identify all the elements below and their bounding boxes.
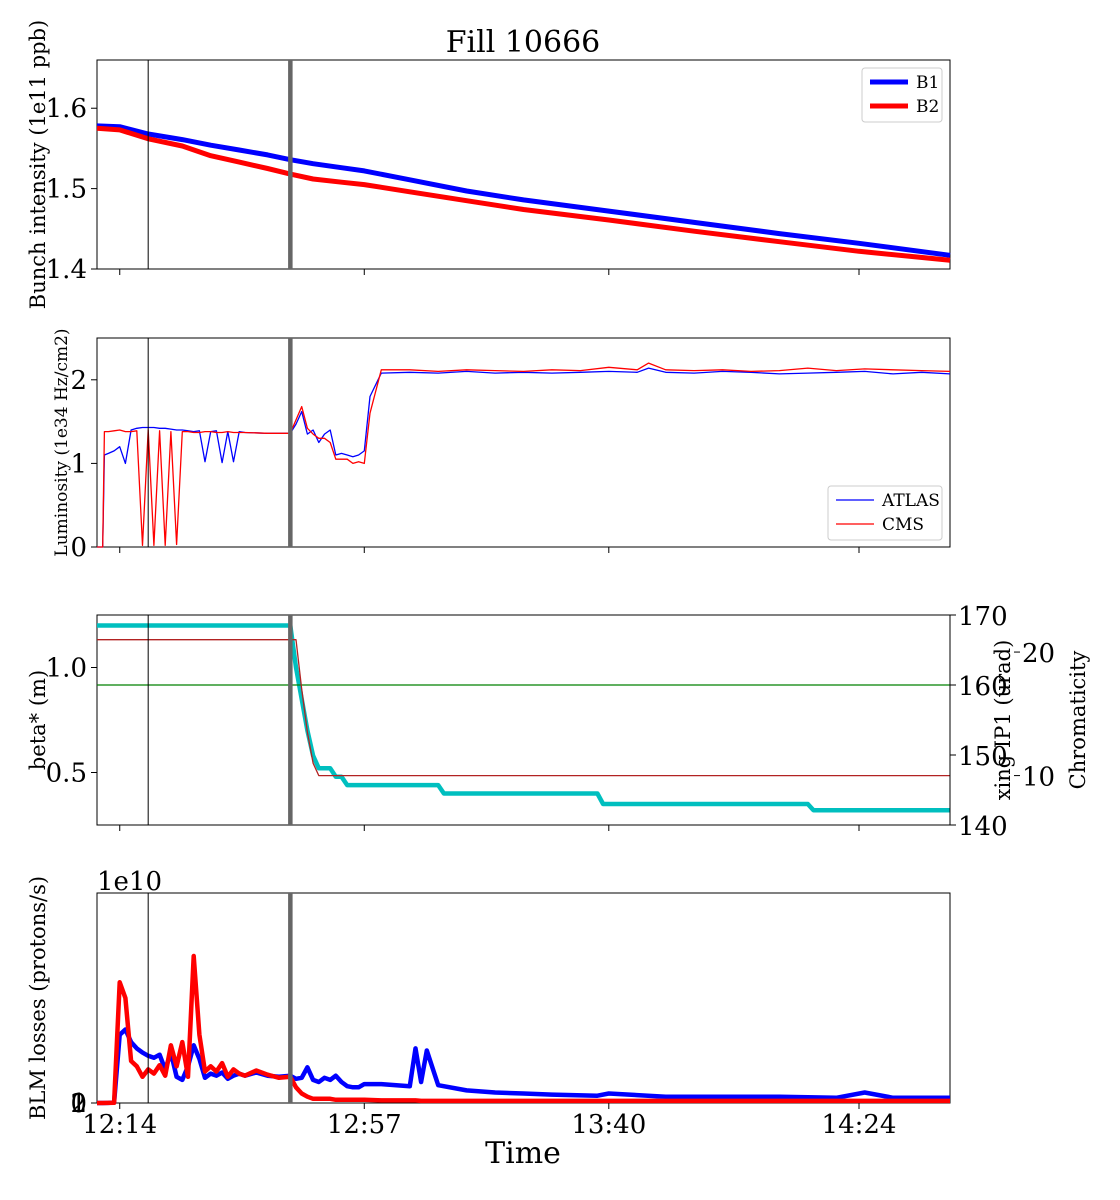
y-axis-label: Luminosity (1e34 Hz/cm2) <box>52 328 72 556</box>
x-tick-label: 14:24 <box>822 1110 897 1140</box>
right-tick-label: 150 <box>958 742 1008 772</box>
right-tick-label: 170 <box>958 602 1008 632</box>
legend-label: CMS <box>882 515 924 535</box>
y-tick-label: 2 <box>70 1089 87 1119</box>
y-axis-label: Bunch intensity (1e11 ppb) <box>26 20 50 309</box>
series-beta- <box>97 623 950 813</box>
series-atlas <box>97 367 951 548</box>
y-tick-label: 1.4 <box>46 255 87 285</box>
right2-tick-label: 10 <box>1022 763 1055 793</box>
panel-frame <box>96 59 951 270</box>
x-tick-label: 12:57 <box>327 1110 402 1140</box>
y-tick-label: 0.5 <box>46 759 87 789</box>
legend-label: B1 <box>916 73 939 93</box>
legend-label: ATLAS <box>881 491 940 511</box>
legend-luminosity: ATLAS CMS <box>827 485 943 541</box>
y-axis-label: beta* (m) <box>26 670 50 770</box>
x-tick-label: 13:40 <box>571 1110 646 1140</box>
x-axis-label: Time <box>485 1136 561 1171</box>
right-tick-label: 140 <box>958 812 1008 842</box>
y-tick-label: 2 <box>70 366 87 396</box>
series-chromaticity <box>97 639 950 777</box>
y-tick-label: 0 <box>70 533 87 563</box>
right-axis-label: xing IP1 (urad) <box>991 640 1015 801</box>
series-b1 <box>96 123 951 258</box>
right2-axis-label: Chromaticity <box>1066 651 1090 790</box>
panel-frame <box>96 337 951 548</box>
y-tick-label: 1 <box>70 449 87 479</box>
y-offset-text: 1e10 <box>97 867 162 897</box>
right2-tick-label: 20 <box>1022 639 1055 669</box>
y-tick-label: 0 <box>70 1089 87 1119</box>
y-tick-label: 1.5 <box>46 175 87 205</box>
y-tick-label: 1.0 <box>46 654 87 684</box>
series-cms <box>97 362 951 548</box>
series-b2 <box>96 125 951 263</box>
y-tick-label: 1 <box>70 1089 87 1119</box>
figure-title: Fill 10666 <box>446 25 601 60</box>
x-tick-label: 12:14 <box>82 1110 157 1140</box>
y-axis-label: BLM losses (protons/s) <box>26 876 50 1120</box>
series-b2 <box>97 953 950 1106</box>
legend-label: B2 <box>916 97 939 117</box>
right-tick-label: 160 <box>958 672 1008 702</box>
series-b1 <box>97 1027 950 1106</box>
y-tick-label: 1.6 <box>46 94 87 124</box>
